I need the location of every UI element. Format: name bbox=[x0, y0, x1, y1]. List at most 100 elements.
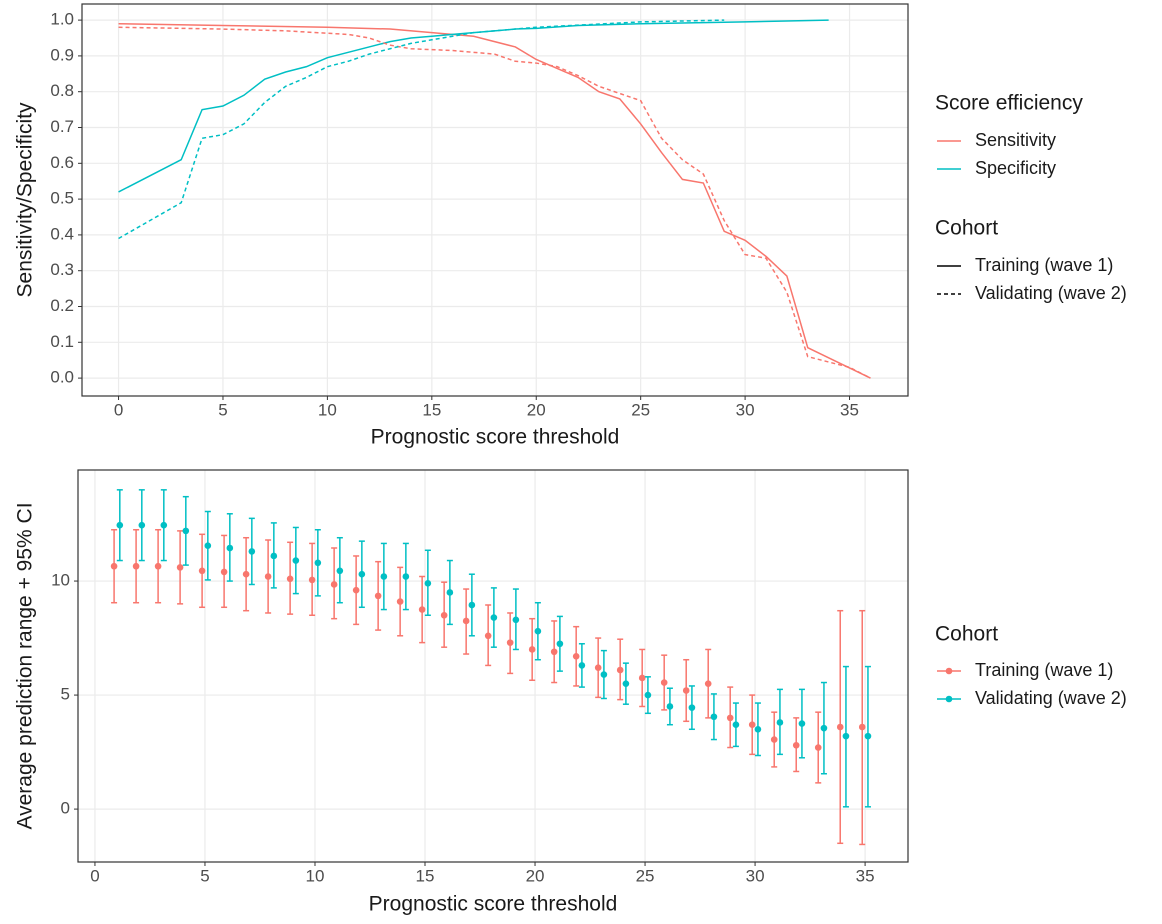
x-tick-label: 25 bbox=[631, 400, 650, 419]
point bbox=[616, 666, 624, 674]
legend-label: Training (wave 1) bbox=[975, 660, 1113, 680]
point bbox=[710, 713, 718, 721]
point bbox=[374, 592, 382, 600]
point bbox=[440, 611, 448, 619]
y-tick-label: 0.7 bbox=[50, 117, 74, 136]
point bbox=[572, 653, 580, 660]
x-tick-label: 30 bbox=[736, 400, 755, 419]
point bbox=[622, 680, 630, 687]
point bbox=[864, 732, 872, 740]
legend-title: Cohort bbox=[935, 623, 998, 646]
line bbox=[118, 19, 829, 193]
x-tick-label: 10 bbox=[306, 866, 325, 885]
point bbox=[418, 606, 426, 613]
point bbox=[198, 567, 206, 575]
point bbox=[842, 732, 850, 740]
line bbox=[118, 22, 871, 379]
x-tick-label: 35 bbox=[856, 866, 875, 885]
point bbox=[462, 617, 470, 625]
point bbox=[292, 557, 300, 564]
y-tick-label: 0.9 bbox=[50, 45, 74, 64]
point bbox=[402, 573, 410, 580]
x-axis-title: Prognostic score threshold bbox=[371, 426, 620, 449]
point bbox=[726, 714, 734, 722]
point bbox=[594, 664, 602, 672]
point bbox=[176, 564, 184, 571]
point bbox=[798, 720, 806, 727]
legend-key bbox=[945, 695, 953, 703]
y-axis-title: Average prediction range + 95% CI bbox=[14, 502, 37, 829]
point bbox=[336, 567, 344, 575]
point bbox=[270, 552, 278, 560]
y-tick-label: 0.5 bbox=[50, 189, 74, 208]
point bbox=[160, 521, 168, 529]
point bbox=[556, 640, 564, 648]
point bbox=[352, 586, 360, 594]
point bbox=[446, 589, 454, 596]
point bbox=[666, 703, 674, 710]
point bbox=[220, 568, 228, 576]
point bbox=[578, 662, 586, 669]
line bbox=[118, 26, 871, 379]
point bbox=[330, 581, 338, 588]
y-axis-title: Sensitivity/Specificity bbox=[14, 102, 37, 297]
y-tick-label: 0.3 bbox=[50, 260, 74, 279]
x-tick-label: 10 bbox=[318, 400, 337, 419]
x-tick-label: 25 bbox=[636, 866, 655, 885]
point bbox=[776, 719, 784, 726]
point bbox=[132, 562, 140, 570]
x-tick-label: 20 bbox=[527, 400, 546, 419]
x-tick-label: 35 bbox=[840, 400, 859, 419]
legend-title: Score efficiency bbox=[935, 92, 1083, 115]
y-tick-label: 0.1 bbox=[50, 332, 74, 351]
point bbox=[528, 646, 536, 653]
plot-background bbox=[82, 4, 908, 396]
point bbox=[380, 573, 388, 580]
legend-label: Specificity bbox=[975, 158, 1056, 178]
point bbox=[264, 573, 272, 580]
point bbox=[732, 721, 740, 729]
point bbox=[116, 521, 124, 529]
legend-label: Validating (wave 2) bbox=[975, 688, 1127, 708]
plot-border bbox=[77, 469, 909, 863]
point bbox=[110, 562, 118, 570]
line bbox=[118, 19, 725, 240]
y-tick-label: 0 bbox=[61, 799, 70, 818]
y-tick-label: 0.0 bbox=[50, 368, 74, 387]
point bbox=[204, 542, 212, 550]
legend-label: Validating (wave 2) bbox=[975, 283, 1127, 303]
point bbox=[792, 741, 800, 749]
point bbox=[138, 521, 146, 529]
plot-background bbox=[78, 470, 908, 862]
point bbox=[286, 575, 294, 583]
y-tick-label: 0.2 bbox=[50, 296, 74, 315]
point bbox=[242, 570, 250, 578]
point bbox=[550, 648, 558, 656]
x-tick-label: 0 bbox=[114, 400, 123, 419]
point bbox=[836, 723, 844, 731]
x-tick-label: 5 bbox=[218, 400, 227, 419]
point bbox=[248, 548, 256, 555]
point bbox=[154, 562, 162, 570]
point bbox=[820, 724, 828, 732]
point bbox=[858, 723, 866, 731]
point bbox=[468, 601, 476, 609]
point bbox=[660, 679, 668, 686]
plot-border bbox=[81, 3, 909, 397]
point bbox=[770, 736, 778, 743]
point bbox=[748, 721, 756, 729]
y-tick-label: 1.0 bbox=[50, 10, 74, 29]
y-tick-label: 0.8 bbox=[50, 81, 74, 100]
legend-label: Sensitivity bbox=[975, 130, 1056, 150]
x-axis-title: Prognostic score threshold bbox=[369, 893, 618, 916]
point bbox=[600, 671, 608, 678]
point bbox=[754, 725, 762, 733]
x-tick-label: 30 bbox=[746, 866, 765, 885]
point bbox=[512, 616, 520, 624]
point bbox=[644, 691, 652, 699]
point bbox=[682, 687, 690, 694]
point bbox=[308, 576, 316, 584]
y-tick-label: 0.6 bbox=[50, 153, 74, 172]
y-tick-label: 5 bbox=[61, 685, 70, 704]
